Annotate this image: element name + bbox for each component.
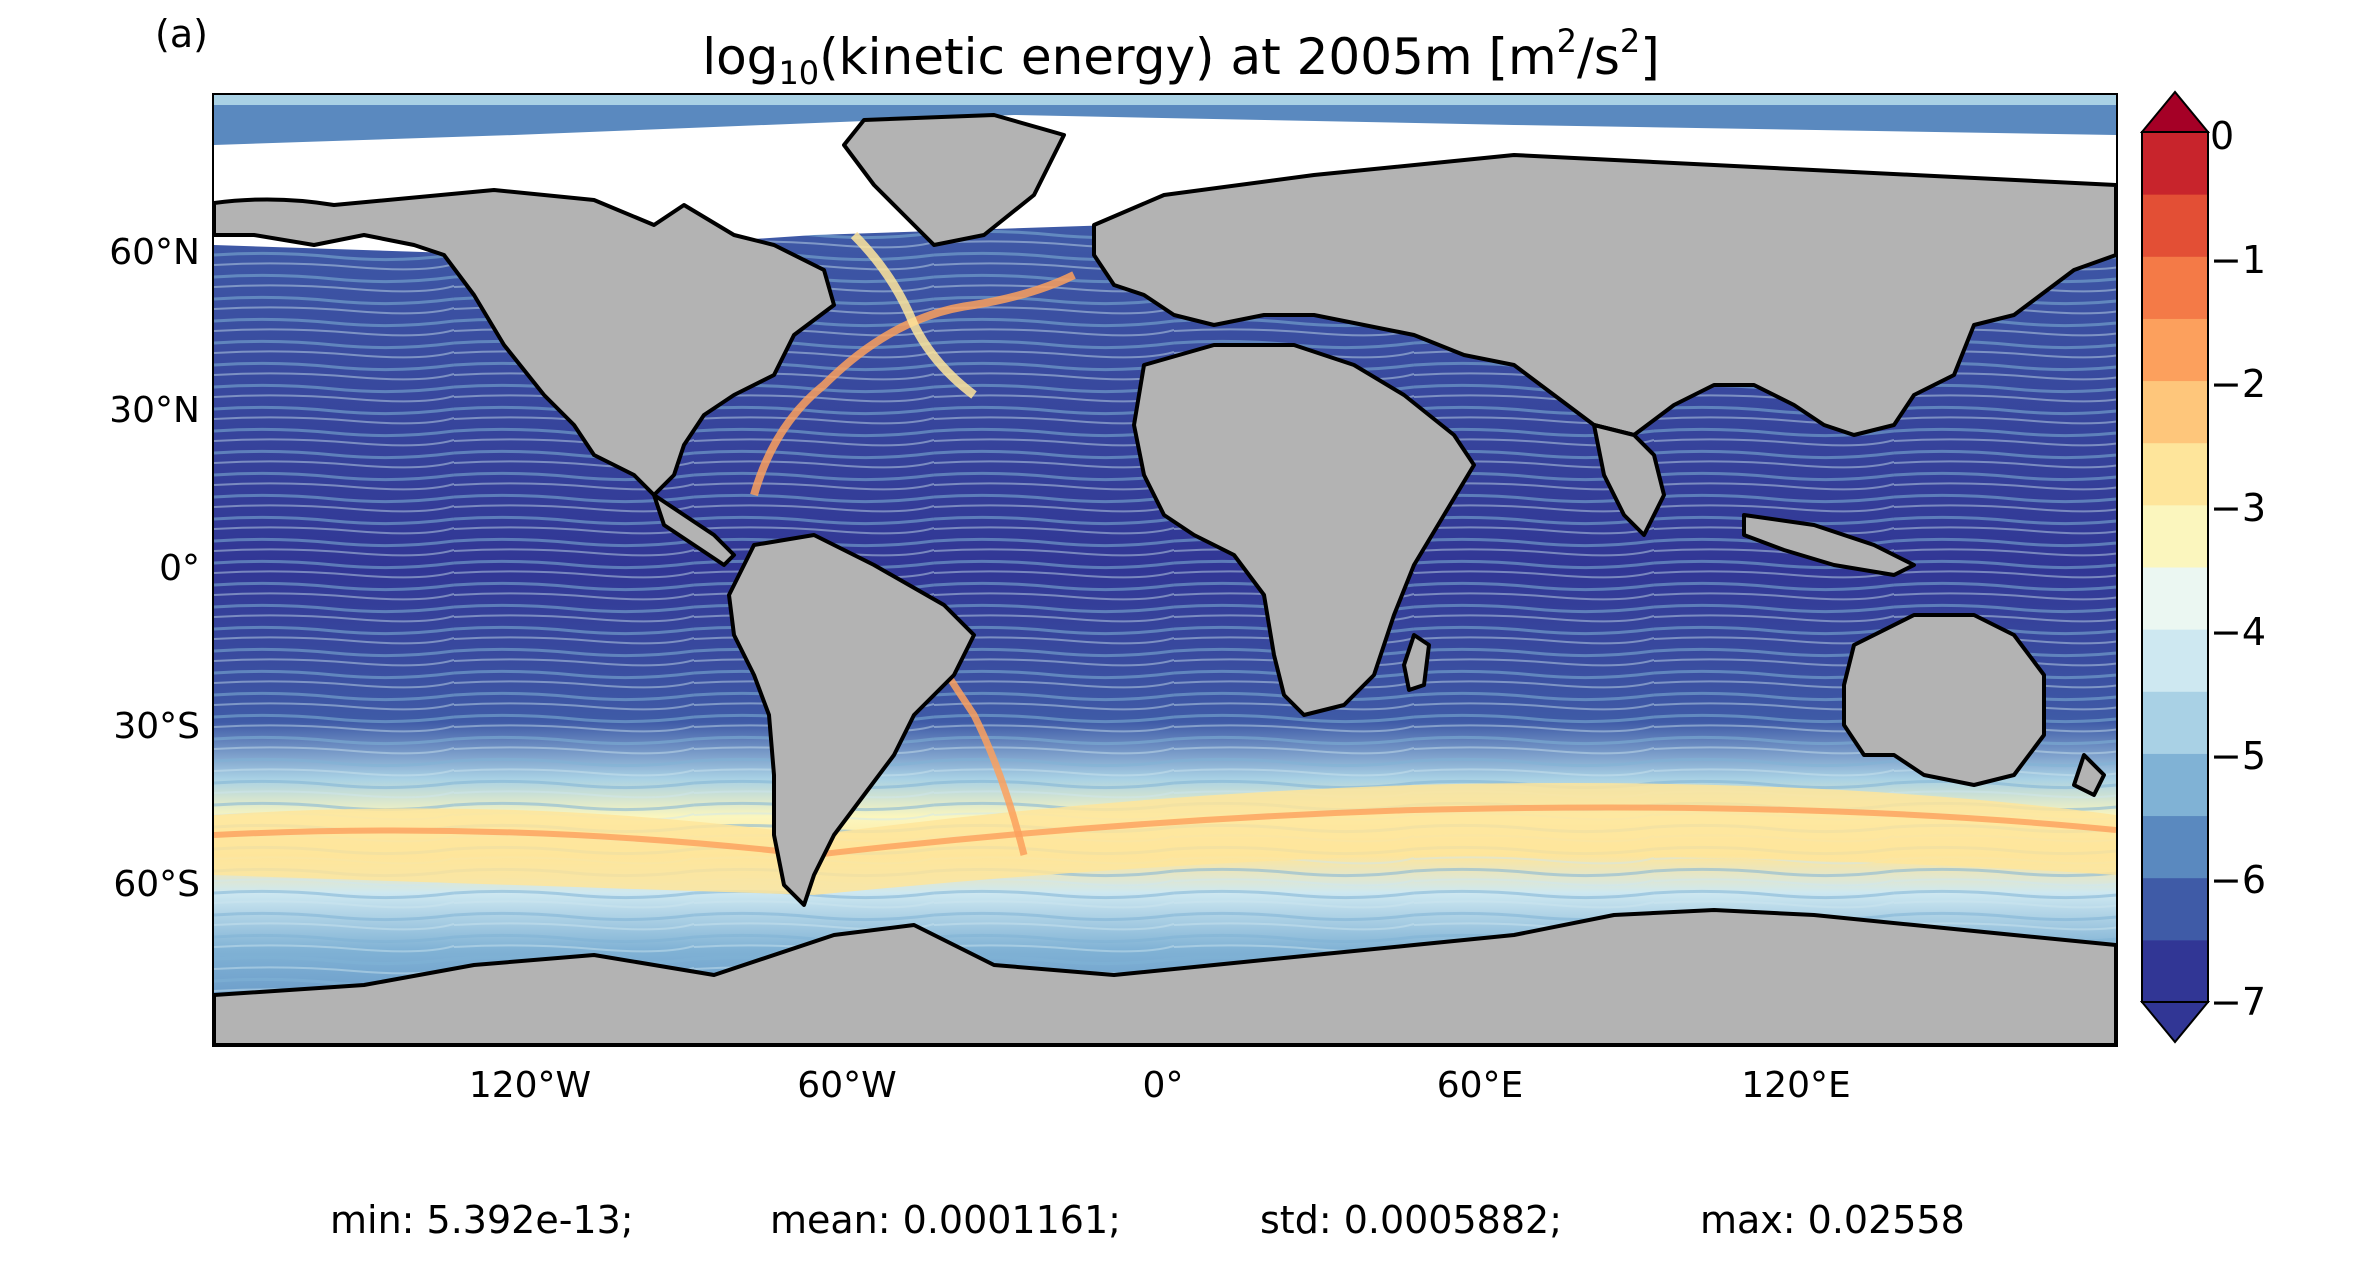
map-title: log10(kinetic energy) at 2005m [m2/s2]: [0, 22, 2362, 92]
title-prefix: log: [702, 28, 779, 86]
title-middle2: /s: [1577, 28, 1620, 86]
colorbar-tick-5: −5: [2210, 734, 2267, 778]
lat-label-eq: 0°: [159, 548, 200, 589]
land-india: [1592, 423, 1666, 537]
land-central-america: [652, 493, 736, 567]
title-sup2: 2: [1619, 22, 1641, 60]
land-australia: [1842, 613, 2046, 787]
colorbar-tick-0: 0: [2210, 114, 2235, 158]
land-north-america: [214, 188, 836, 497]
land-masses: [214, 113, 2116, 1045]
lon-label-60e: 60°E: [1436, 1065, 1524, 1106]
lat-label-60n: 60°N: [109, 232, 200, 273]
colorbar-tick-4: −4: [2210, 610, 2267, 654]
lat-label-60s: 60°S: [113, 864, 200, 905]
panel-label: (a): [155, 12, 208, 56]
lon-label-120w: 120°W: [468, 1065, 592, 1106]
colorbar-tick-1: −1: [2210, 238, 2267, 282]
colorbar-segment: [2142, 939, 2208, 1003]
colorbar-segment: [2142, 567, 2208, 630]
colorbar-segment: [2142, 380, 2208, 444]
stat-min: min: 5.392e-13;: [330, 1198, 634, 1242]
land-eurasia: [1092, 153, 2116, 437]
stat-std: std: 0.0005882;: [1260, 1198, 1562, 1242]
colorbar-segment: [2142, 442, 2208, 506]
title-subscript: 10: [778, 54, 820, 92]
arctic-band: [214, 105, 2116, 145]
labrador-current: [850, 231, 977, 399]
colorbar-segment: [2142, 877, 2208, 941]
land-africa: [1132, 343, 1476, 717]
title-middle: (kinetic energy) at 2005m [m: [819, 28, 1557, 86]
colorbar-segment: [2142, 629, 2208, 692]
lat-label-30n: 30°N: [109, 390, 200, 431]
colorbar-segment: [2142, 753, 2208, 817]
lon-label-0: 0°: [1142, 1065, 1184, 1106]
land-indonesia: [1742, 513, 1916, 577]
stat-max: max: 0.02558: [1700, 1198, 1965, 1242]
colorbar-segment: [2142, 815, 2208, 879]
land-greenland: [842, 113, 1066, 247]
colorbar-tick-2: −2: [2210, 362, 2267, 406]
acc-core: [214, 804, 2116, 859]
arctic-nodata: [214, 95, 2116, 105]
lat-label-30s: 30°S: [113, 706, 200, 747]
lon-label-60w: 60°W: [797, 1065, 897, 1106]
gulf-stream: [750, 271, 1076, 497]
colorbar-segment: [2142, 318, 2208, 382]
land-madagascar: [1402, 633, 1431, 692]
colorbar-tick-6: −6: [2210, 858, 2267, 902]
map-panel: [212, 93, 2118, 1047]
colorbar-segments: [2142, 132, 2208, 1003]
lon-label-120e: 120°E: [1741, 1065, 1851, 1106]
colorbar-segment: [2142, 132, 2208, 195]
acc-band: [214, 783, 2116, 895]
colorbar-tick-7: −7: [2210, 980, 2267, 1024]
stat-mean: mean: 0.0001161;: [770, 1198, 1121, 1242]
colorbar: [2140, 90, 2210, 1044]
land-south-america: [727, 533, 976, 907]
title-suffix: ]: [1640, 28, 1660, 86]
land-antarctica: [214, 908, 2116, 1045]
colorbar-segment: [2142, 256, 2208, 319]
colorbar-segment: [2142, 504, 2208, 568]
colorbar-segment: [2142, 691, 2208, 754]
title-sup1: 2: [1556, 22, 1578, 60]
colorbar-top-extend: [2140, 90, 2210, 133]
map-svg: [214, 95, 2116, 1045]
land-new-zealand: [2072, 753, 2106, 797]
colorbar-tick-3: −3: [2210, 486, 2267, 530]
colorbar-segment: [2142, 194, 2208, 257]
colorbar-bottom-extend: [2140, 1001, 2210, 1044]
colorbar-outline: [2141, 131, 2209, 1003]
